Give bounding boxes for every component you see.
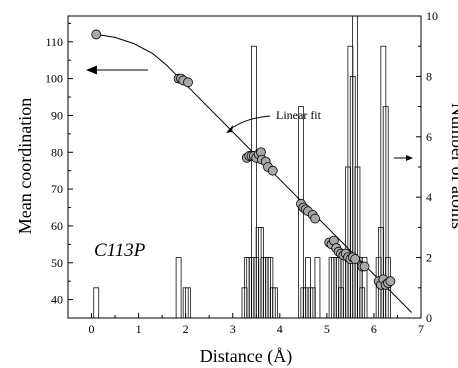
left-axis-arrow — [86, 65, 148, 75]
histogram-bar — [314, 257, 321, 319]
y-axis-right-title: Number of atoms — [448, 103, 458, 229]
y-right-tick-label: 4 — [426, 190, 432, 204]
data-point — [267, 165, 278, 176]
histogram-bar — [175, 257, 182, 319]
data-points — [91, 29, 396, 290]
y-left-tick-label: 70 — [51, 182, 63, 196]
y-left-tick-label: 80 — [51, 145, 63, 159]
y-right-tick-label: 8 — [426, 69, 432, 83]
panel-label: C113P — [94, 240, 146, 261]
axis-ticks: 0 1 2 3 4 5 6 7 40 50 60 70 80 90 100 110 0 2 4 6 8 10 — [45, 9, 438, 336]
y-left-tick-label: 50 — [51, 256, 63, 270]
x-tick-label: 1 — [136, 322, 142, 336]
data-point — [183, 77, 193, 88]
x-tick-label: 7 — [418, 322, 424, 336]
y-right-tick-label: 6 — [426, 130, 432, 144]
y-right-tick-label: 0 — [426, 311, 432, 325]
y-right-tick-label: 10 — [426, 9, 438, 23]
y-left-tick-label: 100 — [45, 72, 63, 86]
y-left-tick-label: 40 — [51, 293, 63, 307]
data-point — [359, 261, 370, 272]
x-tick-label: 6 — [371, 322, 377, 336]
x-tick-label: 5 — [324, 322, 330, 336]
linear-fit-pointer — [226, 115, 271, 133]
histogram-bar — [93, 287, 100, 319]
data-point — [91, 29, 102, 40]
y-left-tick-label: 60 — [51, 219, 63, 233]
linear-fit-line — [175, 74, 412, 313]
linear-fit-label: Linear fit — [276, 108, 322, 122]
right-axis-arrow — [394, 155, 413, 161]
data-point — [385, 276, 396, 287]
data-point — [310, 213, 321, 224]
data-point — [350, 254, 361, 264]
fit-curve — [96, 33, 177, 76]
y-left-tick-label: 90 — [51, 108, 63, 122]
x-tick-label: 2 — [183, 322, 189, 336]
histogram-bars — [93, 15, 391, 319]
x-tick-label: 3 — [230, 322, 236, 336]
y-axis-left-title: Mean coordination — [15, 98, 35, 234]
y-left-tick-label: 110 — [45, 35, 63, 49]
y-right-tick-label: 2 — [426, 251, 432, 265]
fit-lines — [96, 33, 412, 313]
x-axis-title: Distance (Å) — [200, 346, 292, 367]
x-tick-label: 0 — [89, 322, 95, 336]
x-tick-label: 4 — [277, 322, 283, 336]
